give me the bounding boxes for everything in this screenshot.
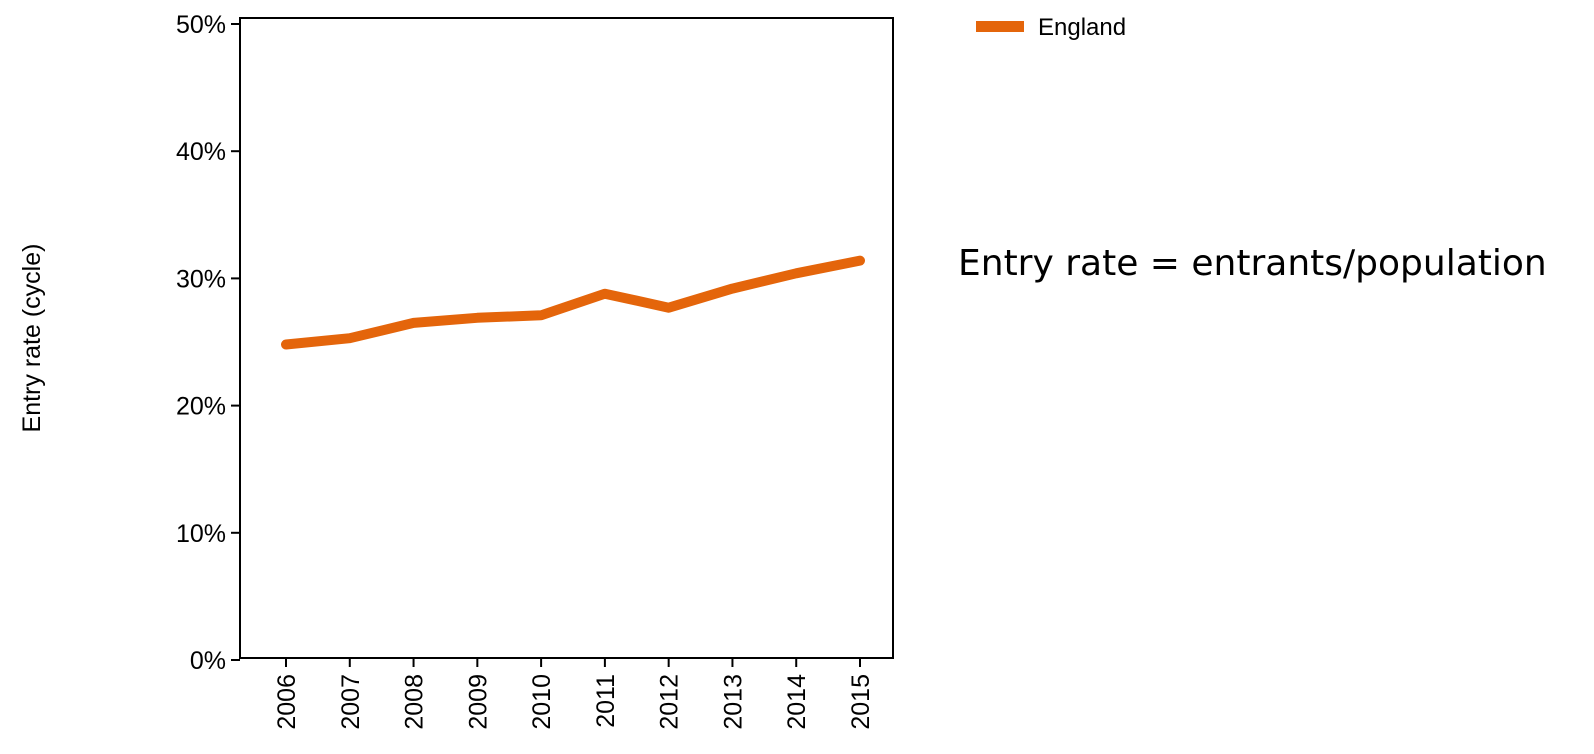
y-tick-label: 50%: [176, 11, 226, 39]
x-axis: 2006 2007 2008 2009 2010 2011 2012 2013 2014 2015: [273, 658, 875, 730]
series-line-england: [281, 255, 865, 350]
y-tick-label: 0%: [190, 647, 226, 675]
data-point: [600, 289, 609, 298]
y-axis-title: Entry rate (cycle): [18, 244, 46, 433]
x-tick-label: 2007: [337, 674, 365, 730]
data-point: [345, 334, 354, 343]
y-tick-label: 40%: [176, 138, 226, 166]
data-point: [409, 318, 418, 327]
data-point: [664, 303, 673, 312]
data-point: [537, 311, 546, 320]
entry-rate-formula: Entry rate = entrants/population: [958, 243, 1547, 284]
legend-label-england: England: [1038, 14, 1126, 41]
legend: England: [976, 14, 1126, 41]
x-tick-label: 2006: [273, 674, 301, 730]
data-point: [856, 256, 864, 265]
data-point: [473, 313, 482, 322]
y-tick-label: 20%: [176, 393, 226, 421]
y-tick-label: 10%: [176, 520, 226, 548]
x-tick-label: 2012: [656, 674, 684, 730]
plot-frame: [239, 17, 894, 659]
x-tick-label: 2011: [592, 674, 620, 728]
x-tick-label: 2013: [719, 674, 747, 730]
data-point: [728, 284, 737, 293]
x-tick-label: 2014: [783, 674, 811, 730]
x-tick-label: 2008: [401, 674, 429, 730]
x-tick-label: 2009: [464, 674, 492, 730]
legend-swatch-england: [976, 21, 1024, 32]
data-point: [792, 269, 801, 278]
x-tick-label: 2010: [528, 674, 556, 730]
y-tick-label: 30%: [176, 265, 226, 293]
y-axis: 0% 10% 20% 30% 40% 50%: [176, 11, 240, 675]
x-tick-label: 2015: [847, 674, 875, 730]
data-point: [282, 340, 290, 349]
